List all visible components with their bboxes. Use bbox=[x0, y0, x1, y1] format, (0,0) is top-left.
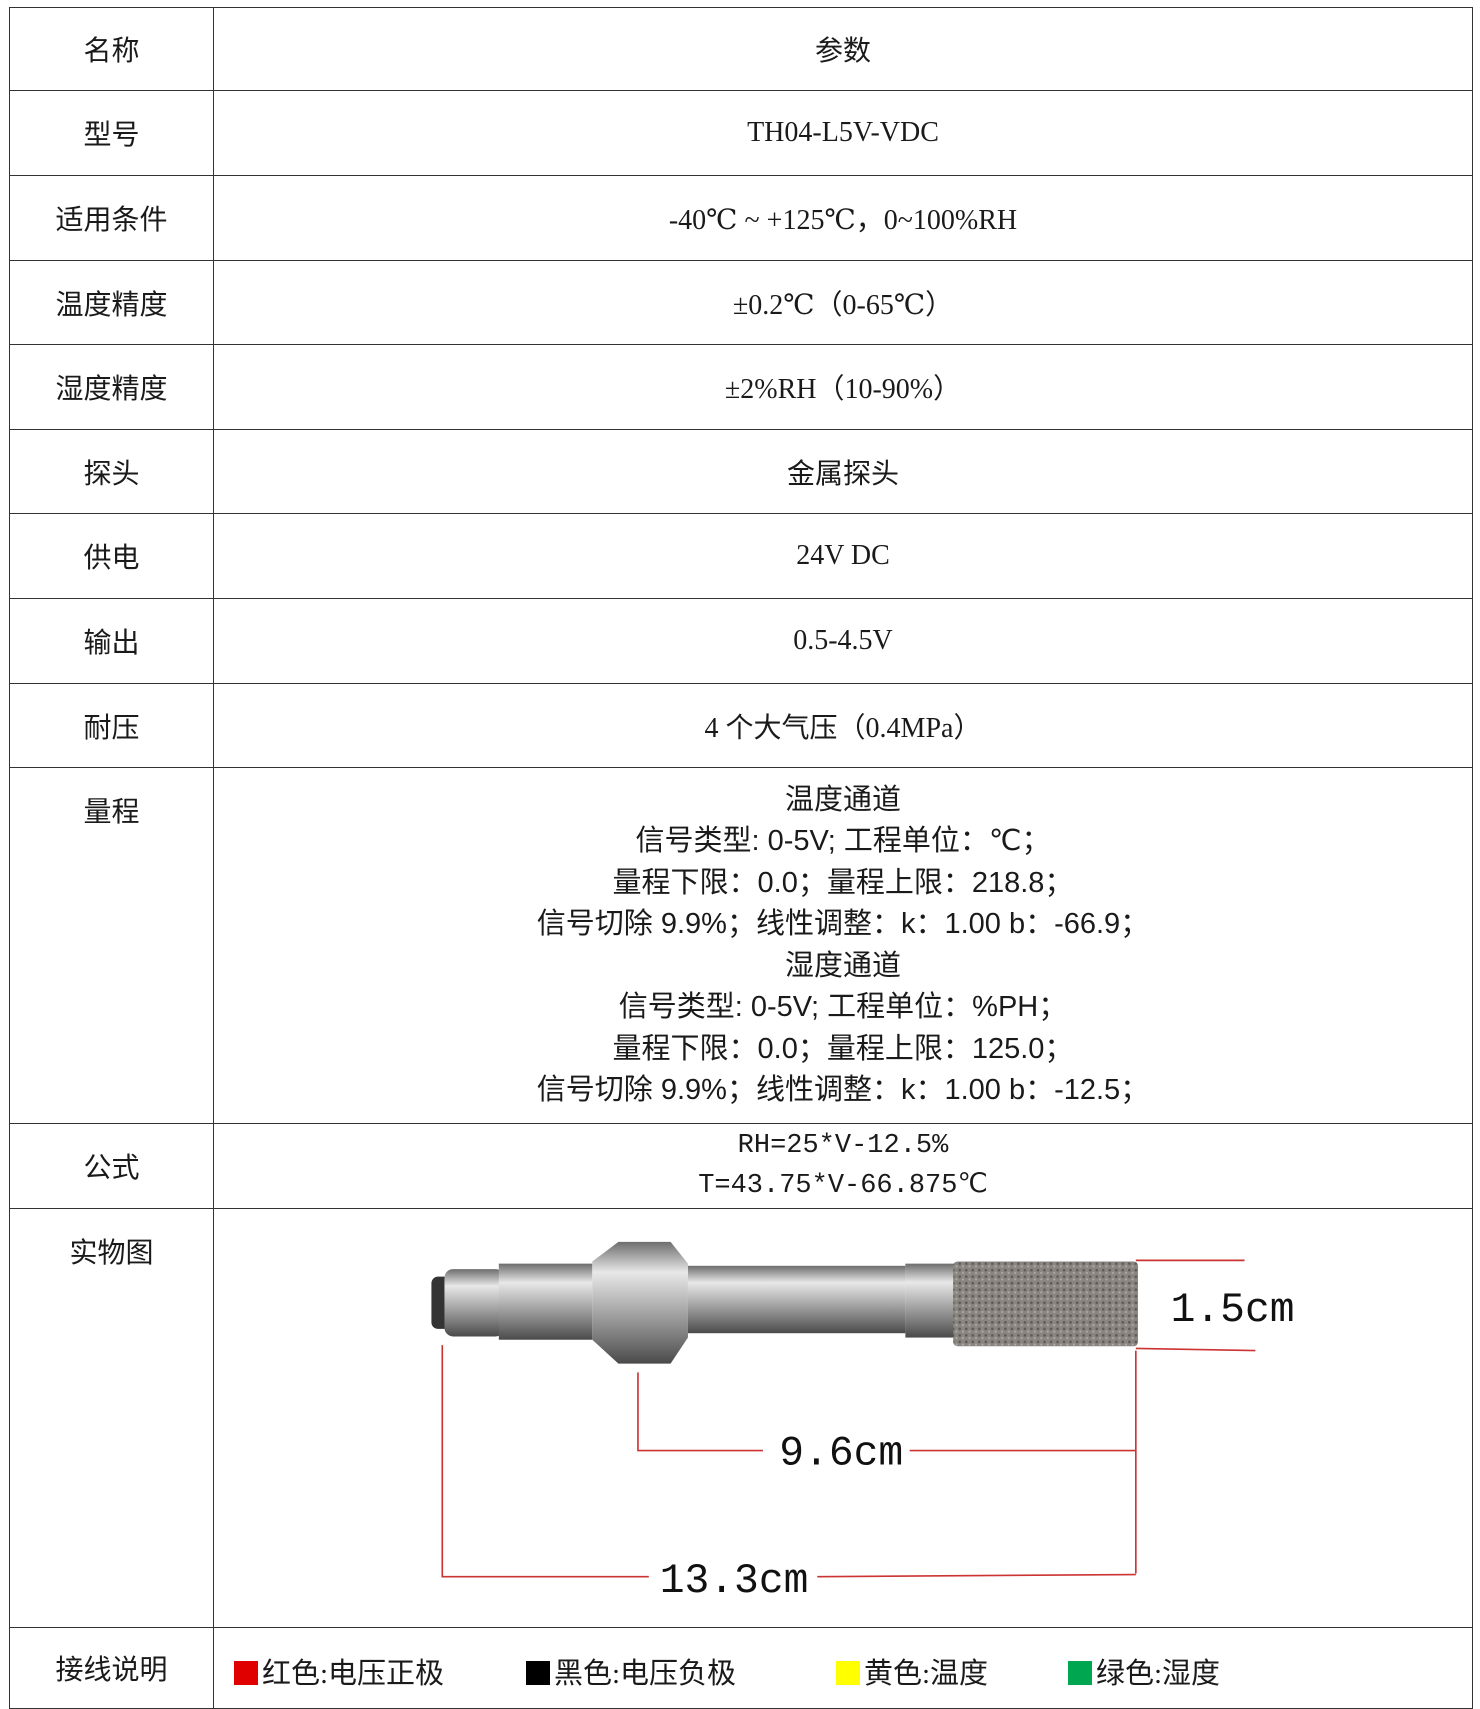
row: 量程 温度通道 信号类型: 0-5V; 工程单位：℃； 量程下限：0.0；量程上… bbox=[9, 767, 1473, 1124]
name-cell: 接线说明 bbox=[9, 1627, 214, 1709]
name-cell: 湿度精度 bbox=[9, 344, 214, 430]
wiring-item: 绿色:湿度 bbox=[1068, 1650, 1220, 1692]
body bbox=[498, 1263, 593, 1340]
value-cell: 4 个大气压（0.4MPa） bbox=[213, 683, 1473, 768]
row: 输出 0.5-4.5V bbox=[9, 598, 1473, 684]
hex-nut bbox=[592, 1241, 688, 1364]
value-cell: -40℃ ~ +125℃，0~100%RH bbox=[213, 175, 1473, 261]
name-cell: 供电 bbox=[9, 513, 214, 599]
wiring-label: 黑色:电压负极 bbox=[554, 1658, 737, 1690]
swatch bbox=[234, 1661, 258, 1685]
line: 量程下限：0.0；量程上限：125.0； bbox=[612, 1032, 1074, 1065]
dimension-lines bbox=[441, 1259, 1256, 1578]
name-cell: 型号 bbox=[9, 90, 214, 176]
header-cell: 参数 bbox=[213, 7, 1473, 91]
value-cell: 金属探头 bbox=[213, 429, 1473, 514]
value-cell: ±0.2℃（0-65℃） bbox=[213, 260, 1473, 345]
row: 型号 TH04-L5V-VDC bbox=[9, 90, 1473, 176]
collar bbox=[905, 1263, 956, 1338]
wiring-label: 红色:电压正极 bbox=[262, 1658, 445, 1690]
row: 实物图 bbox=[9, 1208, 1473, 1628]
value-cell: 0.5-4.5V bbox=[213, 598, 1473, 684]
line: 温度通道 bbox=[784, 783, 901, 816]
line: 信号类型: 0-5V; 工程单位：℃； bbox=[635, 825, 1051, 857]
dimension-label: 13.3cm bbox=[660, 1559, 809, 1605]
line: T=43.75*V-66.875℃ bbox=[698, 1171, 988, 1201]
line: RH=25*V-12.5% bbox=[737, 1131, 949, 1161]
header-row: 名称 参数 bbox=[9, 7, 1473, 91]
row: 公式 RH=25*V-12.5% T=43.75*V-66.875℃ bbox=[9, 1123, 1473, 1209]
line: 信号切除 9.9%；线性调整：k：1.00 b：-12.5； bbox=[536, 1074, 1150, 1106]
row: 湿度精度 ±2%RH（10-90%） bbox=[9, 344, 1473, 430]
header-cell: 名称 bbox=[9, 7, 214, 91]
wiring-item: 黑色:电压负极 bbox=[526, 1650, 736, 1692]
row: 接线说明 红色:电压正极 黑色:电压负极 黄色:温度 绿色:湿度 bbox=[9, 1627, 1473, 1709]
value-cell: TH04-L5V-VDC bbox=[213, 90, 1473, 176]
wiring-label: 绿色:湿度 bbox=[1096, 1658, 1221, 1690]
value-cell: 温度通道 信号类型: 0-5V; 工程单位：℃； 量程下限：0.0；量程上限：2… bbox=[213, 767, 1473, 1124]
value-cell: ±2%RH（10-90%） bbox=[213, 344, 1473, 430]
name-cell: 输出 bbox=[9, 598, 214, 684]
swatch bbox=[1068, 1661, 1092, 1685]
line: 信号类型: 0-5V; 工程单位：%PH； bbox=[618, 991, 1068, 1023]
row: 探头 金属探头 bbox=[9, 429, 1473, 514]
row: 耐压 4 个大气压（0.4MPa） bbox=[9, 683, 1473, 768]
name-cell: 温度精度 bbox=[9, 260, 214, 345]
swatch bbox=[526, 1661, 550, 1685]
name-cell: 实物图 bbox=[9, 1208, 214, 1628]
spec-table: 名称 参数 型号 TH04-L5V-VDC 适用条件 -40℃ ~ +125℃，0~… bbox=[9, 7, 1473, 1709]
name-cell: 耐压 bbox=[9, 683, 214, 768]
row: 供电 24V DC bbox=[9, 513, 1473, 599]
wiring-label: 黄色:温度 bbox=[864, 1658, 989, 1690]
name-cell: 探头 bbox=[9, 429, 214, 514]
picture-cell: 1.5cm 9.6cm 13.3cm bbox=[213, 1208, 1473, 1628]
line: 湿度通道 bbox=[784, 949, 901, 982]
gland-nut bbox=[444, 1269, 505, 1337]
wiring-item: 红色:电压正极 bbox=[234, 1650, 444, 1692]
row: 温度精度 ±0.2℃（0-65℃） bbox=[9, 260, 1473, 345]
name-cell: 量程 bbox=[9, 767, 214, 1124]
dimension-label: 9.6cm bbox=[779, 1432, 903, 1478]
swatch bbox=[836, 1661, 860, 1685]
line: 量程下限：0.0；量程上限：218.8； bbox=[612, 866, 1074, 899]
filter bbox=[953, 1261, 1139, 1347]
probe-drawing: 1.5cm 9.6cm 13.3cm bbox=[431, 1241, 1295, 1605]
dimension-label: 1.5cm bbox=[1171, 1288, 1295, 1334]
wiring-item: 黄色:温度 bbox=[836, 1650, 988, 1692]
picture: 1.5cm 9.6cm 13.3cm bbox=[214, 1209, 1472, 1627]
name-cell: 公式 bbox=[9, 1123, 214, 1209]
tube bbox=[687, 1265, 906, 1334]
wiring: 红色:电压正极 黑色:电压负极 黄色:温度 绿色:湿度 bbox=[214, 1628, 1472, 1708]
value-cell: RH=25*V-12.5% T=43.75*V-66.875℃ bbox=[213, 1123, 1473, 1209]
name-cell: 适用条件 bbox=[9, 175, 214, 261]
row: 适用条件 -40℃ ~ +125℃，0~100%RH bbox=[9, 175, 1473, 261]
wiring-cell: 红色:电压正极 黑色:电压负极 黄色:温度 绿色:湿度 bbox=[213, 1627, 1473, 1709]
value-cell: 24V DC bbox=[213, 513, 1473, 599]
line: 信号切除 9.9%；线性调整：k：1.00 b：-66.9； bbox=[536, 908, 1150, 940]
